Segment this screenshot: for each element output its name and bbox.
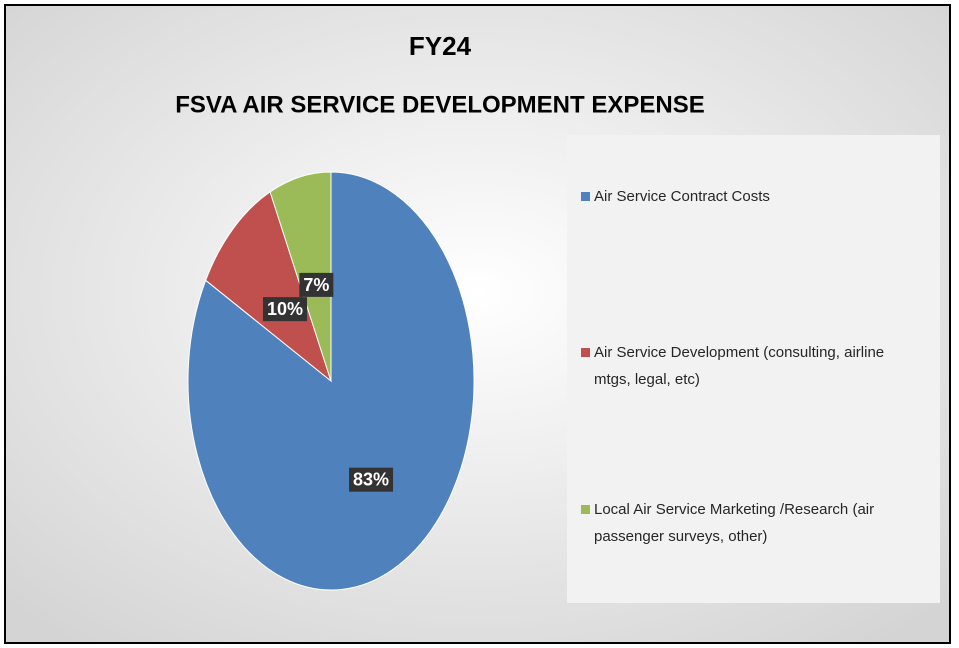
chart-title: FY24 bbox=[409, 31, 472, 61]
legend-swatch bbox=[581, 348, 590, 357]
data-label-box bbox=[262, 297, 308, 322]
chart-subtitle: FSVA AIR SERVICE DEVELOPMENT EXPENSE bbox=[175, 91, 704, 118]
data-label: 10% bbox=[262, 297, 308, 322]
data-label-text: 83% bbox=[353, 470, 389, 490]
legend-label: Local Air Service Marketing /Research (a… bbox=[594, 501, 875, 545]
legend-swatch bbox=[581, 192, 590, 201]
data-label: 7% bbox=[299, 272, 334, 297]
legend-item: Local Air Service Marketing /Research (a… bbox=[581, 496, 921, 550]
pie-slice bbox=[205, 191, 332, 383]
data-label: 83% bbox=[349, 467, 394, 492]
legend-swatch bbox=[581, 505, 590, 514]
data-label-box bbox=[349, 467, 394, 492]
legend-label: Air Service Contract Costs bbox=[594, 188, 770, 205]
data-label-box bbox=[299, 272, 334, 297]
legend-item: Air Service Contract Costs bbox=[581, 183, 921, 210]
legend-label: Air Service Development (consulting, air… bbox=[594, 344, 885, 388]
legend-item: Air Service Development (consulting, air… bbox=[581, 339, 921, 393]
data-label-text: 10% bbox=[267, 299, 303, 319]
legend: Air Service Contract Costs Air Service De… bbox=[567, 135, 940, 603]
data-label-text: 7% bbox=[303, 275, 329, 295]
